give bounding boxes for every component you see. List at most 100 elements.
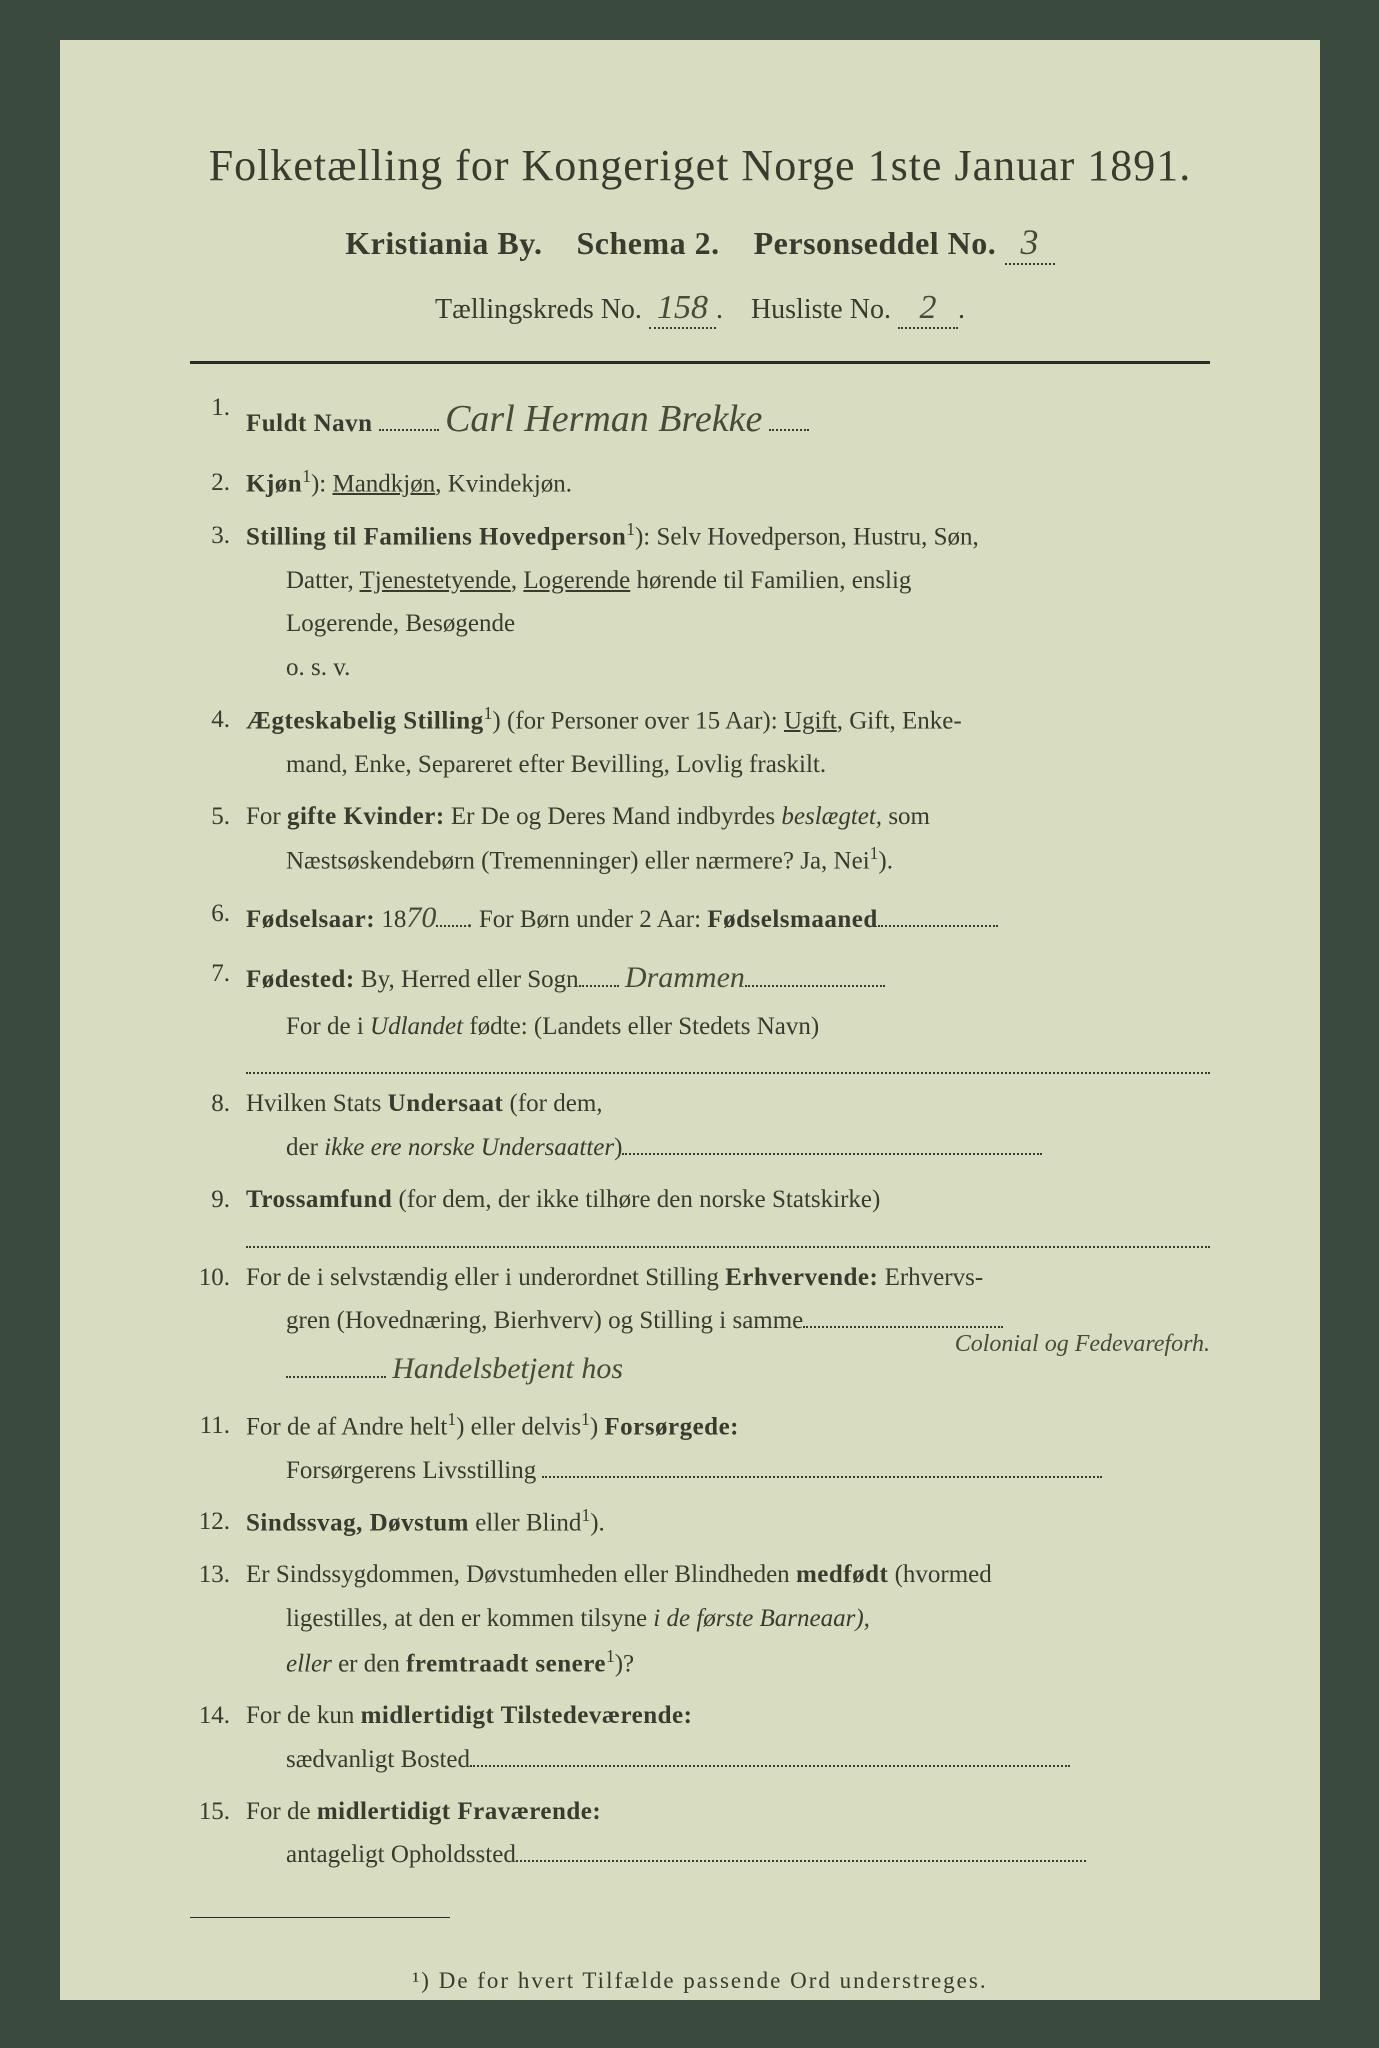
census-form-page: Folketælling for Kongeriget Norge 1ste J… <box>60 40 1320 2000</box>
f3-u1: Tjenestetyende <box>360 567 511 594</box>
field-11: 11. For de af Andre helt1) eller delvis1… <box>190 1404 1210 1493</box>
num-5: 5. <box>190 795 246 884</box>
field-6: 6. Fødselsaar: 1870. For Børn under 2 Aa… <box>190 892 1210 945</box>
f8-t1: Hvilken Stats <box>246 1090 388 1117</box>
f14-t1: For de kun <box>246 1702 361 1729</box>
f15-t1: For de <box>246 1798 317 1825</box>
f11-t1: For de af Andre helt <box>246 1413 447 1440</box>
schema-label: Schema 2. <box>576 225 719 261</box>
num-7: 7. <box>190 952 246 1074</box>
field-15: 15. For de midlertidigt Fraværende: anta… <box>190 1790 1210 1878</box>
f7-l2b: fødte: (Landets eller Stedets Navn) <box>463 1013 819 1040</box>
f13-t1: Er Sindssygdommen, Døvstumheden eller Bl… <box>246 1561 796 1588</box>
f13-l3c: ? <box>623 1650 634 1677</box>
f5-i: beslægtet, <box>781 803 882 830</box>
num-6: 6. <box>190 892 246 945</box>
f13-l2a: ligestilles, at den er kommen tilsyne <box>286 1605 653 1632</box>
f3-l2a: Datter, <box>286 567 360 594</box>
f4-t1: (for Personer over 15 Aar): <box>507 707 784 734</box>
field-3: 3. Stilling til Familiens Hovedperson1):… <box>190 514 1210 690</box>
field-1: 1. Fuldt Navn Carl Herman Brekke <box>190 386 1210 453</box>
main-title: Folketælling for Kongeriget Norge 1ste J… <box>190 140 1210 191</box>
value-birthplace: Drammen <box>625 961 745 994</box>
f8-l2i: ikke ere norske Undersaatter <box>324 1134 614 1161</box>
f11-line2: Forsørgerens Livsstilling <box>286 1457 536 1484</box>
label-15: midlertidigt Fraværende: <box>317 1798 601 1825</box>
num-11: 11. <box>190 1404 246 1493</box>
footnote-text: De for hvert Tilfælde passende Ord under… <box>431 1968 988 1993</box>
num-10: 10. <box>190 1256 246 1396</box>
field-7: 7. Fødested: By, Herred eller Sogn Dramm… <box>190 952 1210 1074</box>
value-name: Carl Herman Brekke <box>445 398 762 440</box>
num-2: 2. <box>190 461 246 506</box>
footnote-marker: ¹) <box>412 1968 431 1993</box>
value-year: 70 <box>406 901 436 934</box>
num-14: 14. <box>190 1694 246 1782</box>
field-9: 9. Trossamfund (for dem, der ikke tilhør… <box>190 1178 1210 1248</box>
field-14: 14. For de kun midlertidigt Tilstedevære… <box>190 1694 1210 1782</box>
personseddel-no: 3 <box>1005 221 1055 265</box>
f3-u2: Logerende <box>523 567 630 594</box>
f8-l2a: der <box>286 1134 324 1161</box>
label-6: Fødselsaar: <box>246 906 375 933</box>
divider-rule <box>190 361 1210 364</box>
num-12: 12. <box>190 1500 246 1545</box>
f8-l2b: ) <box>614 1134 622 1161</box>
field-12: 12. Sindssvag, Døvstum eller Blind1). <box>190 1500 1210 1545</box>
label-9: Trossamfund <box>246 1186 392 1213</box>
f10-t2: Erhvervs- <box>878 1264 983 1291</box>
husliste-no: 2 <box>898 289 958 329</box>
f13-l2i: i de første Barneaar), <box>653 1605 870 1632</box>
field-8: 8. Hvilken Stats Undersaat (for dem, der… <box>190 1082 1210 1170</box>
f6-t2: For Børn under 2 Aar: <box>473 906 708 933</box>
kreds-no: 158 <box>649 289 716 329</box>
value-occupation-2: Colonial og Fedevareforh. <box>955 1323 1210 1365</box>
f8-t2: (for dem, <box>503 1090 602 1117</box>
f3-line4: o. s. v. <box>246 646 1210 690</box>
footnote: ¹) De for hvert Tilfælde passende Ord un… <box>190 1968 1210 1994</box>
f13-t2: (hvormed <box>888 1561 991 1588</box>
field-10: 10. For de i selvstændig eller i underor… <box>190 1256 1210 1396</box>
value-occupation-1: Handelsbetjent hos <box>392 1352 623 1385</box>
label-13: medfødt <box>796 1561 888 1588</box>
f3-l2b: , <box>511 567 524 594</box>
f10-line2: gren (Hovednæring, Bierhverv) og Stillin… <box>286 1307 803 1334</box>
label-3: Stilling til Familiens Hovedperson <box>246 523 626 550</box>
num-13: 13. <box>190 1553 246 1686</box>
f13-l3b: er den <box>332 1650 406 1677</box>
subtitle2-line: Tællingskreds No. 158. Husliste No. 2. <box>190 289 1210 329</box>
f12-text: eller Blind <box>469 1510 581 1537</box>
num-1: 1. <box>190 386 246 453</box>
f5-line2: Næstsøskendebørn (Tremenninger) eller næ… <box>286 848 870 875</box>
city-label: Kristiania By. <box>345 225 542 261</box>
personseddel-label: Personseddel No. <box>754 225 997 261</box>
field-2: 2. Kjøn1): Mandkjøn, Kvindekjøn. <box>190 461 1210 506</box>
label-11: Forsørgede: <box>604 1413 739 1440</box>
field-5: 5. For gifte Kvinder: Er De og Deres Man… <box>190 795 1210 884</box>
num-3: 3. <box>190 514 246 690</box>
field-13: 13. Er Sindssygdommen, Døvstumheden elle… <box>190 1553 1210 1686</box>
label-10: Erhvervende: <box>725 1264 878 1291</box>
f9-text: (for dem, der ikke tilhøre den norske St… <box>392 1186 880 1213</box>
f3-l2c: hørende til Familien, enslig <box>630 567 911 594</box>
f3-line3: Logerende, Besøgende <box>246 602 1210 646</box>
f7-t1: By, Herred eller Sogn <box>355 966 579 993</box>
f13-l3bold: fremtraadt senere <box>406 1650 606 1677</box>
value-sex: Mandkjøn <box>332 470 435 497</box>
footnote-rule <box>190 1917 450 1918</box>
field-4: 4. Ægteskabelig Stilling1) (for Personer… <box>190 698 1210 787</box>
f6-prefix: 18 <box>375 906 406 933</box>
f4-u: Ugift <box>784 707 837 734</box>
f5-l1: For <box>246 803 287 830</box>
husliste-label: Husliste No. <box>751 294 891 325</box>
f14-line2: sædvanligt Bosted <box>286 1746 470 1773</box>
label-8: Undersaat <box>388 1090 504 1117</box>
label-14: midlertidigt Tilstedeværende: <box>361 1702 693 1729</box>
f5-t2: som <box>882 803 930 830</box>
num-8: 8. <box>190 1082 246 1170</box>
f5-t1: Er De og Deres Mand indbyrdes <box>445 803 782 830</box>
f11-t2: eller delvis <box>464 1413 581 1440</box>
f10-t1: For de i selvstændig eller i underordnet… <box>246 1264 725 1291</box>
f4-line2: mand, Enke, Separeret efter Bevilling, L… <box>246 743 1210 787</box>
num-9: 9. <box>190 1178 246 1248</box>
